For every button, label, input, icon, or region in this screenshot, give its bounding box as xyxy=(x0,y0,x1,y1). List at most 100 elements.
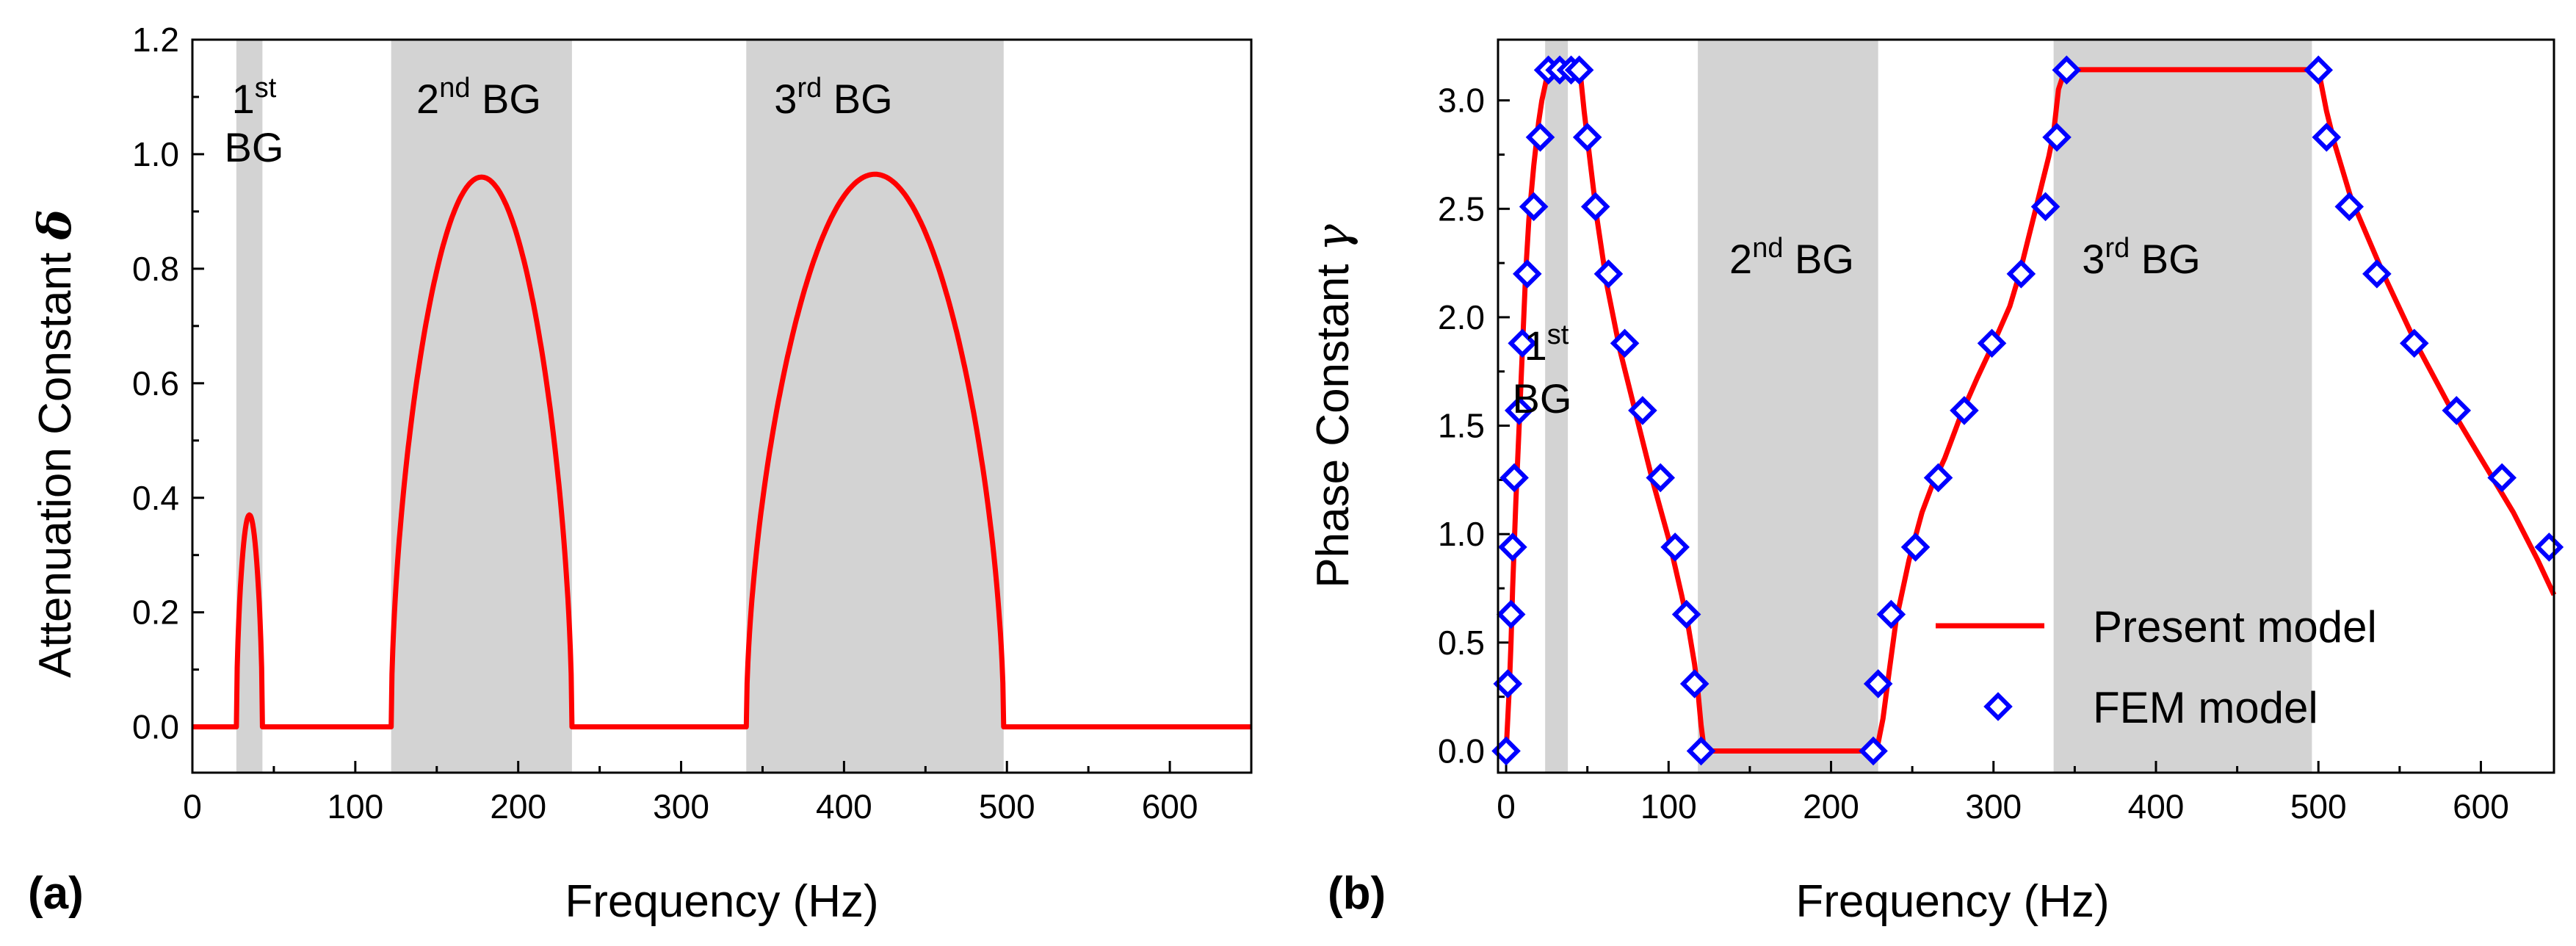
panel-b-bandgap-label-1: 1st xyxy=(1524,319,1569,369)
panel-a-y-tick-label: 1.0 xyxy=(132,135,179,173)
panel-a-bandgap-2 xyxy=(391,40,572,773)
fem-marker xyxy=(2006,259,2036,289)
panel-a-bandgap-label-3: 3rd BG xyxy=(774,73,892,122)
fem-marker xyxy=(1593,259,1624,289)
band-label-suffix: st xyxy=(255,73,277,104)
fem-marker xyxy=(2312,123,2342,152)
panel-b-bandgap-1 xyxy=(1545,40,1569,773)
panel-b-bandgap-label-2: 2nd BG xyxy=(1729,233,1854,282)
panel-a-y-axis-title: Attenuation Constant δ xyxy=(28,209,82,678)
panel-b-y-tick-label: 1.5 xyxy=(1438,407,1485,445)
panel-b-y-axis-title: Phase Constant γ xyxy=(1306,223,1359,588)
panel-b-x-tick-label: 0 xyxy=(1497,787,1516,826)
panel-a-bandgap-bands xyxy=(236,40,1004,773)
panel-a-y-tick-label: 0.4 xyxy=(132,479,179,517)
panel-a-bandgap-3 xyxy=(746,40,1004,773)
fem-marker xyxy=(1564,55,1594,85)
panel-b-y-tick-label: 0.5 xyxy=(1438,624,1485,662)
fem-marker xyxy=(1646,463,1676,493)
fem-marker xyxy=(2042,123,2072,152)
panel-b-bandgap-2 xyxy=(1698,40,1878,773)
fem-marker xyxy=(1504,396,1534,425)
panel-b-y-axis-symbol: γ xyxy=(1306,223,1359,251)
fem-marker xyxy=(1660,532,1690,562)
fem-marker xyxy=(1900,532,1931,562)
panel-a-x-tick-label: 300 xyxy=(653,787,709,826)
panel-a-bandgap-1 xyxy=(236,40,263,773)
fem-marker xyxy=(1628,396,1657,425)
panel-b-y-tick-label: 1.0 xyxy=(1438,515,1485,553)
panel-b-fem-markers xyxy=(1491,55,2564,766)
panel-b-x-axis-title: Frequency (Hz) xyxy=(1795,876,2109,927)
fem-marker xyxy=(1496,599,1526,629)
fem-marker xyxy=(1580,192,1610,222)
panel-b-phase-chart: 0 100 200 300 400 500 600 0.0 0.5 1.0 1.5 2.0 2.5 3.0… xyxy=(1306,38,2564,927)
legend-label-present-model: Present model xyxy=(2093,602,2377,651)
panel-a-x-tick-label: 0 xyxy=(183,787,202,826)
band-label-number: 2 xyxy=(416,76,439,122)
panel-a-ticks: 0 100 200 300 400 500 600 0.0 0.2 0.4 0.6 0.8 1.0 1.2 xyxy=(132,21,1198,826)
panel-a-y-tick-label: 1.2 xyxy=(132,21,179,59)
legend-label-fem-model: FEM model xyxy=(2093,683,2318,732)
fem-marker xyxy=(1950,396,1979,425)
band-label-suffix: st xyxy=(1547,319,1569,350)
fem-marker xyxy=(1876,599,1906,629)
panel-a-y-tick-label: 0.8 xyxy=(132,250,179,288)
band-label-number: 1 xyxy=(1524,322,1547,369)
panel-b-ticks: 0 100 200 300 400 500 600 0.0 0.5 1.0 1.5 2.0 2.5 3.0 xyxy=(1438,82,2509,826)
panel-b-bandgap-3 xyxy=(2053,40,2312,773)
fem-marker xyxy=(2052,55,2082,85)
panel-b-x-tick-label: 300 xyxy=(1965,787,2022,826)
panel-b-y-axis-title-text: Phase Constant xyxy=(1308,264,1358,588)
band-label-number: 3 xyxy=(2082,236,2105,282)
fem-marker xyxy=(1498,532,1527,562)
fem-marker xyxy=(1491,736,1521,766)
panel-b-y-tick-label: 2.5 xyxy=(1438,189,1485,228)
fem-marker xyxy=(2334,192,2365,222)
band-label-suffix: nd xyxy=(439,73,470,104)
panel-a-x-tick-label: 100 xyxy=(327,787,383,826)
panel-b-band-labels: 1st BG 2nd BG 3rd BG xyxy=(1513,233,2201,422)
band-label-rest: BG xyxy=(822,76,892,122)
fem-marker xyxy=(2362,259,2392,289)
fem-marker xyxy=(1519,192,1549,222)
fem-marker xyxy=(2487,463,2517,493)
panel-b-bandgap-label-1-bg: BG xyxy=(1513,375,1572,422)
band-label-number: 3 xyxy=(774,76,797,122)
legend: Present model FEM model xyxy=(1936,602,2377,732)
panel-b-present-model-curve xyxy=(1503,67,2557,754)
panel-b-x-tick-label: 100 xyxy=(1640,787,1697,826)
panel-b-bandgap-bands xyxy=(1545,40,2312,773)
panel-b-y-tick-label: 0.0 xyxy=(1438,732,1485,770)
fem-marker xyxy=(1513,259,1542,289)
panel-a-x-tick-label: 500 xyxy=(979,787,1035,826)
fem-marker xyxy=(2399,328,2429,358)
panel-b-x-tick-label: 500 xyxy=(2290,787,2347,826)
panel-b-x-tick-label: 600 xyxy=(2453,787,2509,826)
fem-marker xyxy=(1977,328,2007,358)
fem-marker xyxy=(1493,669,1523,698)
fem-marker xyxy=(1525,123,1555,152)
panel-b-bandgap-label-3: 3rd BG xyxy=(2082,233,2200,282)
panel-a-bandgap-label-1: 1st xyxy=(232,73,277,122)
panel-a-y-axis-symbol: δ xyxy=(28,209,82,240)
legend-diamond-swatch xyxy=(1983,692,2013,721)
panel-a-y-tick-label: 0.2 xyxy=(132,593,179,632)
band-label-number: 2 xyxy=(1729,236,1752,282)
panel-a-frame xyxy=(191,38,1253,774)
panel-b-x-tick-label: 400 xyxy=(2128,787,2185,826)
band-label-suffix: rd xyxy=(797,73,822,104)
panel-b-y-tick-label: 2.0 xyxy=(1438,298,1485,336)
panel-a-attenuation-chart: 0 100 200 300 400 500 600 0.0 0.2 0.4 0.6 0.8 1.0 1.2… xyxy=(28,21,1253,927)
panel-a-y-tick-label: 0.0 xyxy=(132,708,179,746)
panel-a-y-axis-title-text: Attenuation Constant xyxy=(30,253,81,678)
panel-a-x-tick-label: 400 xyxy=(816,787,872,826)
band-label-rest: BG xyxy=(470,76,540,122)
panel-b-tag: (b) xyxy=(1328,868,1386,919)
panel-a-attenuation-curve xyxy=(190,171,1253,730)
fem-marker xyxy=(1863,669,1893,698)
fem-marker xyxy=(2030,192,2061,222)
band-label-rest: BG xyxy=(2130,236,2200,282)
